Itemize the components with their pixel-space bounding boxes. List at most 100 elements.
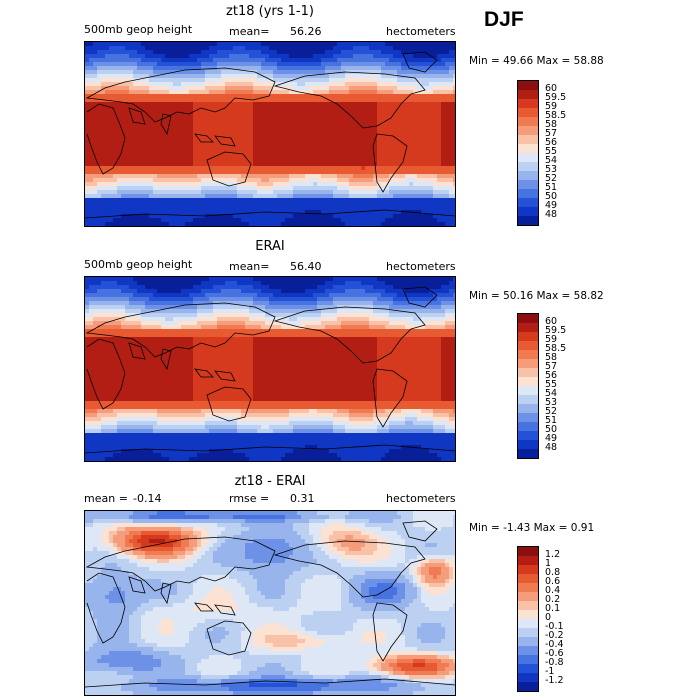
colorbar-cell (518, 189, 538, 198)
colorbar-tick-label: 56 (545, 137, 558, 148)
coastline (273, 306, 426, 364)
colorbar-tick-label: -0.1 (545, 621, 564, 632)
coastline (194, 368, 214, 378)
colorbar-cell (518, 404, 538, 413)
panel-title: zt18 - ERAI (234, 474, 306, 489)
coastline (214, 135, 236, 147)
colorbar-tick-label: 60 (545, 316, 558, 327)
colorbar-tick-label: 54 (545, 388, 558, 399)
coastline (214, 370, 236, 382)
coastline (86, 338, 126, 410)
colorbar-cell (518, 377, 538, 386)
coastline (402, 51, 438, 73)
colorbar-cell (518, 117, 538, 126)
colorbar-cell (518, 556, 538, 565)
colorbar-cell (518, 646, 538, 655)
colorbar-cell (518, 592, 538, 601)
colorbar-tick-label: 0.2 (545, 594, 561, 605)
panel-title: zt18 (yrs 1-1) (226, 4, 314, 19)
coastline (160, 348, 172, 371)
colorbar-cell (518, 565, 538, 574)
colorbar-tick-label: 48 (545, 209, 558, 220)
colorbar-tick-label: 0 (545, 612, 552, 623)
units-label: hectometers (386, 492, 456, 505)
colorbar-cell (518, 628, 538, 637)
coastline (86, 572, 126, 644)
coastline (206, 386, 252, 422)
colorbar-tick-label: -1 (545, 666, 555, 677)
coastline (206, 620, 252, 656)
colorbar-tick-label: 60 (545, 83, 558, 94)
coastline (128, 576, 146, 594)
coastline (372, 133, 408, 193)
colorbar (517, 546, 539, 692)
colorbar-tick-label: 59.5 (545, 325, 567, 336)
colorbar-labels: 60 59.5 59 58.5 58 57 56 55 54 53 52 51 50 49 48 (545, 313, 585, 459)
colorbar-cell (518, 207, 538, 216)
colorbar-cell (518, 673, 538, 682)
colorbar-tick-label: 58.5 (545, 110, 567, 121)
season-label: DJF (484, 8, 524, 31)
colorbar-tick-label: 0.1 (545, 603, 561, 614)
colorbar-cell (518, 198, 538, 207)
colorbar-cell (518, 153, 538, 162)
colorbar-tick-label: 53 (545, 164, 558, 175)
units-label: hectometers (386, 25, 456, 38)
colorbar-cell (518, 216, 538, 225)
map-svg (85, 42, 455, 226)
colorbar-labels: 1.2 1 0.8 0.6 0.4 0.2 0.1 0 -0.1 -0.2 -0.4 -0.6 -0.8… (545, 546, 585, 692)
min-max-readout: Min = -1.43 Max = 0.91 (469, 522, 595, 534)
colorbar-tick-label: 55 (545, 379, 558, 390)
min-max-readout: Min = 49.66 Max = 58.88 (469, 55, 604, 67)
colorbar-cell (518, 583, 538, 592)
colorbar-tick-label: 48 (545, 442, 558, 453)
min-max-readout: Min = 50.16 Max = 58.82 (469, 290, 604, 302)
coastline (85, 444, 455, 454)
panel-erai: ERAI 500mb geop height mean= 56.40 hecto… (0, 235, 700, 470)
colorbar-cell (518, 341, 538, 350)
colorbar-tick-label: 1.2 (545, 549, 561, 560)
coastline (194, 133, 214, 143)
colorbar-cell (518, 108, 538, 117)
coastline (372, 368, 408, 428)
colorbar-cell (518, 655, 538, 664)
coastline (372, 602, 408, 662)
colorbar-cell (518, 180, 538, 189)
colorbar-cell (518, 359, 538, 368)
coastline (85, 678, 455, 688)
colorbar-cell (518, 610, 538, 619)
colorbar-tick-label: -0.4 (545, 639, 564, 650)
mean-label: mean = (84, 492, 128, 505)
colorbar-cell (518, 619, 538, 628)
colorbar-tick-label: 58 (545, 352, 558, 363)
panel-difference: zt18 - ERAI mean = -0.14 rmse = 0.31 hec… (0, 470, 700, 700)
coastline (85, 67, 276, 123)
coastline (402, 520, 438, 542)
colorbar-cell (518, 664, 538, 673)
coastline (206, 151, 252, 187)
colorbar-cell (518, 162, 538, 171)
coastline (402, 286, 438, 308)
map-svg (85, 277, 455, 461)
colorbar-tick-label: 0.6 (545, 576, 561, 587)
map-plot-model (84, 41, 456, 227)
colorbar-cell (518, 413, 538, 422)
colorbar-tick-label: 58.5 (545, 343, 567, 354)
colorbar-tick-label: 57 (545, 128, 558, 139)
coastline (85, 536, 276, 592)
coastline (160, 113, 172, 136)
colorbar-cell (518, 601, 538, 610)
colorbar-cell (518, 81, 538, 90)
colorbar-tick-label: 53 (545, 397, 558, 408)
coastline (194, 602, 214, 612)
panel-title: ERAI (255, 239, 285, 254)
colorbar-cell (518, 449, 538, 458)
units-label: hectometers (386, 260, 456, 273)
colorbar-tick-label: 50 (545, 424, 558, 435)
coastline (85, 302, 276, 358)
coastline (273, 71, 426, 129)
coastline (160, 582, 172, 605)
colorbar-cell (518, 144, 538, 153)
colorbar-cell (518, 323, 538, 332)
colorbar-tick-label: 56 (545, 370, 558, 381)
